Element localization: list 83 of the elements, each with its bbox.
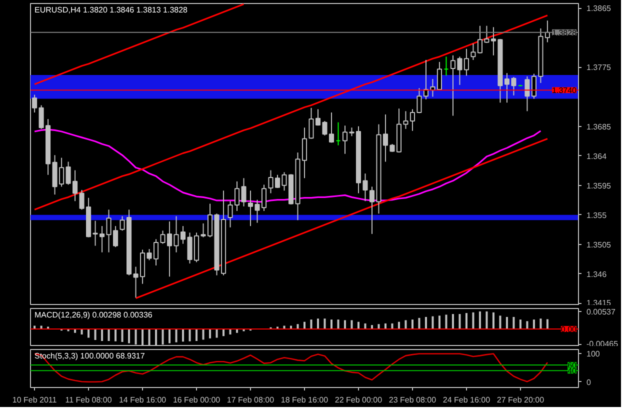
bar [337,320,340,329]
bar [546,319,548,329]
x-tick-label: 24 Feb 16:00 [442,396,491,404]
bar [411,320,414,329]
bar [492,312,494,329]
x-tick-label: 14 Feb 16:00 [118,396,167,404]
candlestick [328,112,334,144]
ref-line-label: 1.3740 [552,86,578,96]
x-tick-label: 23 Feb 08:00 [388,396,437,404]
bar [182,328,184,342]
bar [216,328,218,338]
candlestick [470,43,476,60]
candlestick [464,48,469,76]
bar [438,316,440,329]
bar [114,328,117,342]
bar [506,316,508,329]
chart-title: EURUSD,H4 1.3820 1.3846 1.3813 1.3828 [34,6,188,14]
bar [465,313,468,329]
ref-line-label: 40 [568,366,578,376]
bar [540,318,542,329]
bar [101,328,104,341]
bar [175,328,178,342]
bar [222,328,225,336]
bar [324,318,326,329]
bar [202,328,204,340]
x-tick-label: 16 Feb 00:00 [172,396,221,404]
bar [350,320,353,329]
x-tick-label: 10 Feb 2011 [12,396,58,404]
bar [303,322,306,329]
bar [418,318,420,329]
bar [486,311,488,329]
bar [532,320,535,329]
bar [108,328,110,341]
bar [432,316,434,329]
bar [344,320,346,329]
bar [121,328,124,342]
y-tick-label: 1.3685 [586,122,612,132]
chart-title: MACD(12,26,9) 0.00298 0.00336 [34,310,153,320]
ref-line-label: 1.3828 [552,28,578,38]
y-tick-label: 1.355 [586,210,608,220]
bar [94,328,96,340]
bar [478,311,481,329]
bar [458,314,461,329]
x-tick-label: 17 Feb 08:00 [226,396,275,404]
bar [526,321,528,329]
y-tick-label: 0.00537 [586,308,616,317]
ref-line-label: 0.00 [560,324,578,334]
bar [512,316,515,329]
y-tick-label: 1.3505 [586,240,612,250]
x-tick-label: 18 Feb 16:00 [280,396,329,404]
bar [209,328,212,338]
y-tick-label: 1.3595 [586,181,612,190]
bar [364,323,366,329]
bar [357,322,360,329]
bar [88,328,90,338]
bar [168,328,171,344]
line-series [134,138,548,300]
x-tick-label: 22 Feb 00:00 [334,396,383,404]
bar [452,314,454,329]
line-series [34,353,548,383]
bar [316,318,320,329]
y-tick-label: 1.3775 [586,63,612,72]
bar [404,320,407,329]
bar [499,316,502,329]
candlestick [524,76,530,112]
x-tick-label: 11 Feb 08:00 [65,396,112,404]
bar [196,328,198,341]
bar [330,320,333,329]
bar [519,320,522,329]
x-tick-label: 27 Feb 20:00 [496,396,545,404]
y-tick-label: 0 [586,378,592,387]
bar [472,312,474,329]
bar [445,314,448,329]
y-tick-label: 1.346 [586,270,608,279]
line-series [34,4,245,86]
bar [398,322,400,329]
bar [188,328,191,342]
bar [310,320,312,329]
y-tick-label: 100 [586,350,600,359]
bar [424,316,427,329]
y-tick-label: 1.364 [586,152,608,161]
y-tick-label: 1.3865 [586,4,612,14]
bar [128,328,130,344]
